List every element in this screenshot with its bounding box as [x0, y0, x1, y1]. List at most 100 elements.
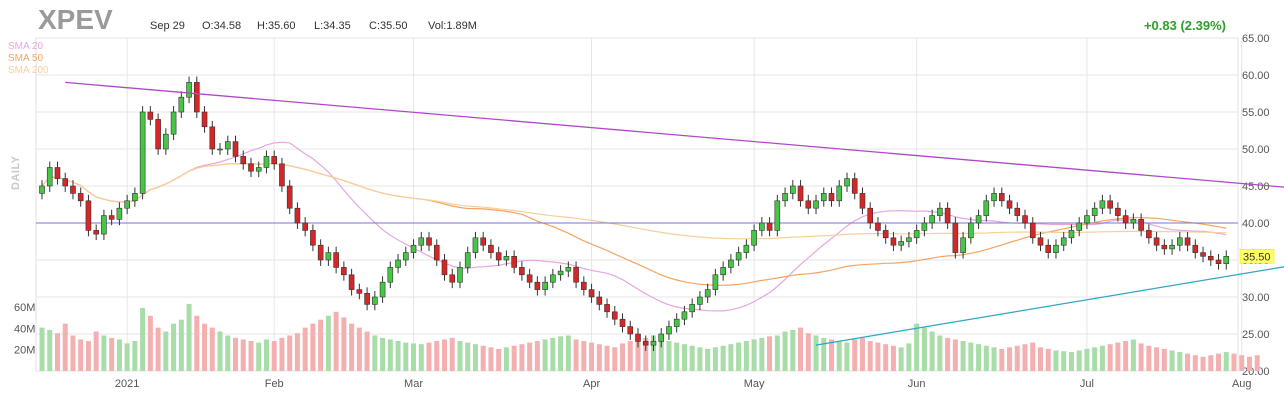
volume-bar	[1030, 342, 1036, 371]
volume-bar	[859, 337, 865, 371]
volume-bar	[1146, 345, 1152, 371]
volume-bar	[178, 319, 184, 371]
candle-body	[952, 222, 959, 253]
candle-body	[170, 111, 177, 135]
candle-body	[998, 193, 1005, 202]
x-tick-label: Aug	[1232, 378, 1252, 390]
volume-bar	[890, 345, 896, 371]
candle-body	[681, 311, 688, 320]
volume-bar	[976, 344, 982, 371]
candle-body	[1192, 244, 1199, 253]
volume-bar	[155, 327, 161, 371]
volume-bar	[147, 315, 153, 371]
candle-body	[728, 259, 734, 268]
volume-bar	[233, 337, 239, 371]
candle-body	[186, 82, 192, 98]
price-change: +0.83 (2.39%)	[1143, 18, 1226, 33]
candle-body	[1177, 237, 1183, 246]
candle-body	[1045, 244, 1052, 253]
y-tick-label: 55.00	[1242, 107, 1270, 119]
volume-bar	[140, 307, 146, 371]
volume-bar	[132, 341, 138, 371]
volume-bar	[681, 344, 687, 371]
volume-bar	[1123, 341, 1129, 371]
candle-body	[1115, 207, 1121, 216]
candle-body	[271, 156, 278, 165]
volume-bar	[441, 339, 447, 371]
volume-bar	[248, 341, 254, 371]
candle-body	[658, 333, 665, 342]
candle-body	[209, 126, 216, 150]
volume-bar	[790, 329, 796, 371]
volume-bar	[287, 335, 293, 371]
volume-bar	[310, 323, 316, 371]
candle-body	[1091, 207, 1098, 216]
volume-bar	[968, 342, 974, 371]
volume-bar	[1130, 339, 1136, 371]
candle-body	[472, 237, 479, 253]
candle-body	[867, 207, 874, 224]
candle-body	[1207, 255, 1214, 261]
volume-bar	[39, 327, 45, 371]
legend-sma50: SMA 50	[8, 53, 44, 64]
y-tick-label: 30.00	[1242, 292, 1270, 304]
volume-bar	[171, 323, 177, 371]
candle-body	[132, 193, 138, 202]
volume-bar	[349, 323, 355, 371]
volume-bar	[1061, 351, 1067, 371]
sma200-line	[41, 163, 1227, 240]
candle-body	[898, 241, 904, 246]
trendline	[65, 81, 1284, 188]
volume-bar	[109, 337, 115, 371]
candle-body	[975, 215, 982, 224]
candle-body	[627, 326, 634, 335]
candle-body	[828, 193, 835, 202]
candle-body	[116, 207, 123, 220]
candle-body	[774, 200, 781, 231]
candle-body	[921, 222, 928, 231]
volume-bar	[720, 345, 726, 371]
candle-body	[426, 237, 432, 246]
candle-body	[449, 274, 456, 283]
volume-bar	[403, 342, 409, 371]
candle-body	[983, 200, 990, 216]
candle-body	[1084, 215, 1090, 224]
volume-bar	[960, 341, 966, 371]
volume-bar	[217, 331, 223, 371]
candle-body	[348, 274, 355, 290]
volume-bar	[472, 344, 478, 371]
candle-body	[54, 167, 61, 179]
volume-bar	[256, 342, 262, 371]
candle-body	[310, 230, 316, 246]
candle-body	[356, 289, 363, 294]
volume-bar	[689, 345, 695, 371]
volume-bar	[767, 336, 773, 371]
candle-body	[790, 185, 796, 194]
volume-bar	[643, 337, 649, 371]
volume-bar	[1007, 347, 1013, 371]
candle-body	[859, 193, 866, 209]
candle-body	[635, 333, 641, 342]
candle-body	[248, 163, 254, 172]
candle-body	[534, 281, 541, 290]
candle-body	[1068, 230, 1075, 239]
candle-body	[875, 222, 881, 231]
volume-bar	[480, 345, 486, 371]
volume-bar	[101, 335, 107, 371]
volume-bar	[457, 341, 463, 371]
x-tick-label: Feb	[265, 378, 284, 390]
volume-bar	[565, 335, 571, 371]
y-tick-label: 50.00	[1242, 144, 1270, 156]
candle-body	[743, 244, 750, 253]
candle-body	[851, 178, 858, 194]
volume-bar	[844, 342, 850, 371]
candle-body	[604, 304, 610, 313]
candle-body	[379, 281, 386, 298]
last-price-badge	[1239, 249, 1275, 264]
volume-bar	[225, 335, 231, 371]
candle-body	[720, 267, 726, 276]
candle-body	[433, 244, 440, 261]
candle-body	[325, 252, 332, 261]
candle-body	[495, 252, 502, 261]
